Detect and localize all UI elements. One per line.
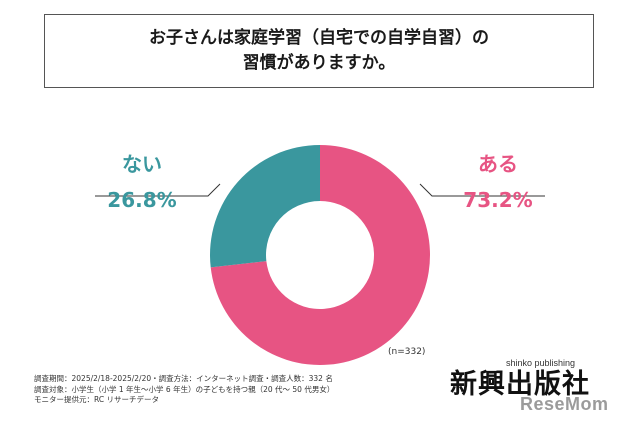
- slice-value-nai: 26.8%: [107, 188, 177, 212]
- chart-title-line-1: お子さんは家庭学習（自宅での自学自習）の: [149, 28, 489, 48]
- slice-label-nai: ない: [122, 152, 162, 176]
- survey-info: 調査期間：2025/2/18-2025/2/20・調査方法：インターネット調査・…: [34, 374, 333, 383]
- leader-line-1: [95, 183, 221, 197]
- slice-0: [210, 145, 430, 365]
- brand-name: 新興出版社: [450, 369, 590, 400]
- title-box: お子さんは家庭学習（自宅での自学自習）の 習慣がありますか。: [44, 14, 594, 88]
- leader-lines: [95, 183, 545, 197]
- brand-logo: shinko publishing 新興出版社 ReseMom: [446, 354, 626, 420]
- survey-notes: 調査期間：2025/2/18-2025/2/20・調査方法：インターネット調査・…: [34, 374, 334, 406]
- donut-slices: [210, 145, 430, 365]
- slice-1: [210, 145, 320, 268]
- leader-line-0: [419, 183, 545, 197]
- watermark-logo: ReseMom: [520, 394, 609, 414]
- slice-value-aru: 73.2%: [463, 188, 533, 212]
- monitor-source: モニター提供元：RC リサーチデータ: [34, 395, 159, 404]
- brand-subtitle: shinko publishing: [506, 358, 576, 368]
- chart-title-line-2: 習慣がありますか。: [242, 53, 396, 73]
- slice-label-aru: ある: [478, 152, 518, 176]
- sample-size-note: (n=332): [388, 347, 426, 357]
- survey-target: 調査対象：小学生（小学 1 年生～小学 6 年生）の子どもを持つ親（20 代～ …: [34, 384, 335, 394]
